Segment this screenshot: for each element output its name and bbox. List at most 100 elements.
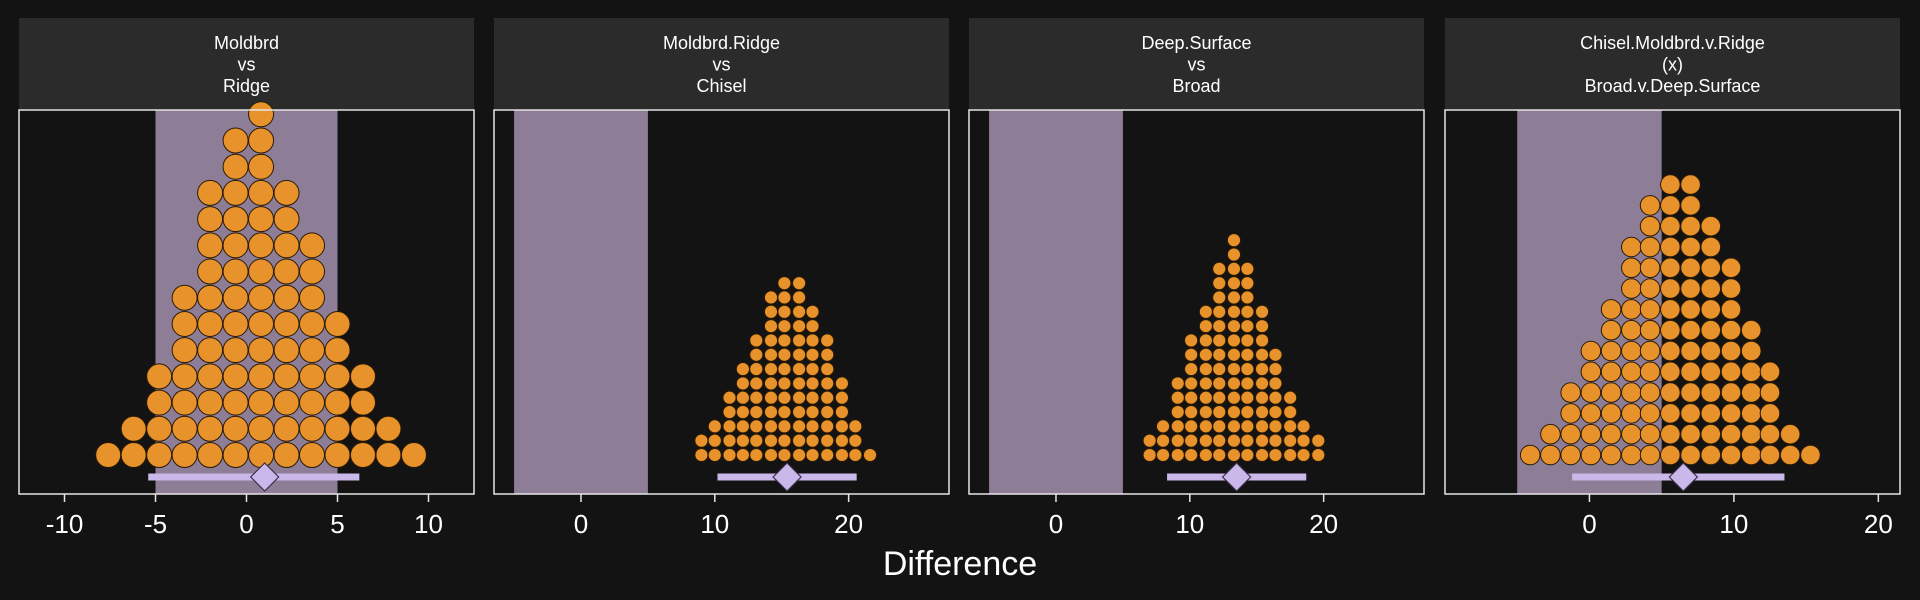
posterior-dot (222, 179, 249, 206)
posterior-dot (324, 310, 351, 337)
posterior-dot (1600, 319, 1622, 341)
posterior-dot (222, 415, 249, 442)
posterior-dot (777, 333, 792, 348)
posterior-dot (777, 433, 792, 448)
posterior-dot (1155, 447, 1171, 463)
posterior-dot (1700, 278, 1722, 299)
posterior-dot (735, 419, 750, 434)
posterior-dot (222, 232, 249, 259)
posterior-dot (1240, 362, 1255, 377)
posterior-dot (1184, 390, 1199, 405)
posterior-dot (805, 362, 820, 377)
posterior-dot (777, 276, 792, 291)
posterior-dot (1680, 278, 1701, 299)
posterior-dot (1268, 390, 1283, 405)
posterior-dot (1519, 444, 1541, 466)
posterior-dot (1198, 347, 1213, 362)
posterior-dot (1621, 278, 1642, 299)
x-axis-title: Difference (883, 545, 1037, 583)
posterior-dot (735, 390, 750, 405)
posterior-dot (777, 404, 792, 420)
posterior-dot (1226, 447, 1242, 463)
posterior-dot (1540, 444, 1561, 466)
posterior-dot (763, 290, 779, 305)
posterior-dot (848, 447, 863, 463)
posterior-dot (834, 404, 850, 420)
posterior-dot (1184, 419, 1199, 434)
posterior-dot (749, 347, 764, 362)
posterior-dot (763, 419, 779, 434)
posterior-dot (749, 419, 764, 434)
x-tick-label: 5 (330, 509, 344, 539)
posterior-dot (1639, 382, 1661, 403)
posterior-dot (324, 415, 351, 442)
posterior-dot (805, 404, 820, 420)
posterior-dot (197, 337, 224, 364)
posterior-dot (1600, 423, 1622, 445)
posterior-dot (1700, 257, 1722, 279)
posterior-dot (1283, 419, 1298, 434)
posterior-dot (248, 310, 275, 337)
posterior-dot (1255, 304, 1270, 319)
posterior-dot (299, 363, 326, 390)
posterior-dot (1198, 419, 1213, 434)
posterior-dot (1240, 376, 1255, 391)
posterior-dot (146, 389, 173, 416)
posterior-dot (1226, 419, 1242, 434)
posterior-dot (1255, 347, 1270, 362)
posterior-dot (1580, 382, 1602, 403)
posterior-dot (1720, 340, 1742, 362)
posterior-dot (1283, 447, 1298, 463)
posterior-dot (1639, 236, 1661, 258)
posterior-dot (1212, 447, 1227, 463)
posterior-dot (1283, 433, 1298, 448)
posterior-dot (820, 447, 835, 463)
posterior-dot (299, 232, 326, 259)
posterior-dot (1240, 304, 1255, 319)
posterior-dot (792, 362, 807, 377)
posterior-dot (1240, 319, 1255, 334)
posterior-dot (248, 206, 275, 233)
posterior-dot (1621, 444, 1642, 466)
point-estimate (1221, 462, 1252, 492)
posterior-dot (273, 441, 300, 469)
posterior-dot (1560, 444, 1581, 466)
posterior-dot (805, 433, 820, 448)
posterior-dot (1759, 444, 1781, 466)
posterior-dot (707, 433, 722, 448)
posterior-dot (834, 433, 850, 448)
posterior-dot (707, 419, 722, 434)
x-tick-label: -10 (46, 509, 84, 539)
posterior-dot (792, 419, 807, 434)
posterior-dot (1720, 319, 1742, 341)
posterior-dot (1212, 347, 1227, 362)
posterior-dot (1226, 247, 1242, 262)
posterior-dot (777, 304, 792, 319)
posterior-dot (792, 433, 807, 448)
posterior-dot (820, 390, 835, 405)
posterior-dot (299, 389, 326, 416)
posterior-dot (1580, 361, 1602, 383)
posterior-dot (763, 304, 779, 319)
posterior-dot (820, 362, 835, 377)
strip-title-line: Moldbrd (214, 33, 279, 53)
posterior-dot (248, 258, 275, 285)
posterior-dot (1240, 261, 1255, 276)
posterior-dot (1226, 433, 1242, 448)
posterior-dot (1660, 444, 1681, 466)
posterior-dot (1198, 447, 1213, 463)
posterior-dot (248, 101, 275, 128)
posterior-dot (1680, 174, 1701, 195)
posterior-dot (171, 310, 198, 337)
posterior-dot (1740, 444, 1762, 466)
posterior-dot (1255, 362, 1270, 377)
strip-title-line: Moldbrd.Ridge (663, 33, 780, 53)
posterior-dot (805, 447, 820, 463)
posterior-dot (1212, 404, 1227, 420)
posterior-dot (805, 376, 820, 391)
posterior-dot (1639, 257, 1661, 279)
posterior-dot (171, 415, 198, 442)
posterior-dot (735, 433, 750, 448)
posterior-dot (1660, 215, 1681, 237)
